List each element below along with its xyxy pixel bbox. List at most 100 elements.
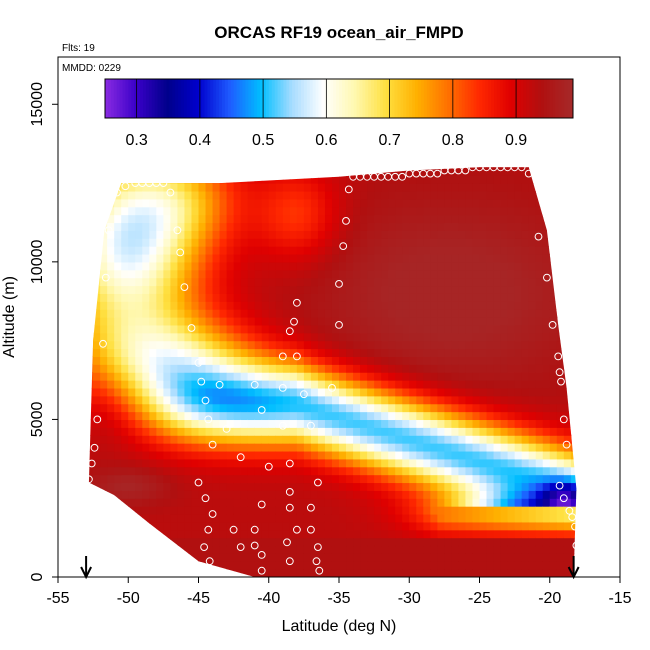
heatmap-cell [205,301,214,310]
heatmap-cell [324,206,333,216]
heatmap-cell [191,348,200,357]
heatmap-cell [493,332,502,342]
heatmap-cell [578,152,586,160]
heatmap-cell [388,238,396,247]
heatmap-cell [233,348,242,357]
heatmap-cell [465,277,474,287]
heatmap-cell [360,569,368,578]
heatmap-cell [458,553,467,562]
heatmap-cell [500,411,509,421]
heatmap-cell [465,372,474,381]
heatmap-cell [79,349,87,357]
heatmap-cell [458,450,467,460]
heatmap-cell [233,466,242,476]
heatmap-cell [479,246,488,255]
heatmap-cell [233,222,242,231]
heatmap-cell [177,309,186,318]
heatmap-cell [528,561,537,570]
heatmap-cell [578,475,586,483]
heatmap-cell [219,506,228,515]
heatmap-cell [563,474,572,484]
heatmap-cell [107,569,115,578]
x-tick-label: -25 [468,590,491,607]
heatmap-cell [233,458,242,468]
heatmap-cell [254,356,263,365]
heatmap-cell [331,222,340,231]
heatmap-cell [121,513,129,523]
heatmap-cell [170,222,179,231]
heatmap-cell [93,537,101,547]
heatmap-cell [198,309,207,318]
heatmap-cell [324,175,333,184]
colorbar-segment [417,79,422,118]
heatmap-cell [184,474,193,484]
heatmap-cell [170,387,179,397]
heatmap-cell [472,253,481,263]
heatmap-cell [444,513,452,523]
heatmap-cell [542,175,551,184]
heatmap-cell [226,387,235,397]
heatmap-cell [514,309,523,318]
heatmap-cell [184,230,193,239]
heatmap-cell [508,152,516,160]
heatmap-cell [535,222,544,231]
heatmap-cell [261,253,270,263]
heatmap-cell [107,403,115,413]
colorbar-segment [224,79,229,118]
heatmap-cell [437,348,445,357]
heatmap-cell [331,506,340,515]
heatmap-cell [353,293,361,302]
heatmap-cell [563,545,572,554]
heatmap-cell [156,198,164,208]
heatmap-cell [374,569,382,578]
heatmap-cell [184,261,193,271]
heatmap-cell [542,387,551,397]
heatmap-cell [535,521,544,531]
heatmap-cell [324,253,333,263]
heatmap-cell [353,277,361,287]
heatmap-cell [268,277,277,287]
heatmap-cell [317,317,326,326]
heatmap-cell [346,387,354,397]
heatmap-cell [324,427,333,436]
sample-point [187,324,196,332]
heatmap-cell [388,152,396,160]
heatmap-cell [135,230,143,239]
heatmap-cell [479,238,488,247]
heatmap-cell [563,380,572,389]
heatmap-cell [324,285,333,294]
heatmap-cell [367,537,375,547]
heatmap-cell [282,301,291,310]
heatmap-cell [493,269,502,279]
heatmap-cell [107,348,115,357]
heatmap-cell [465,293,474,302]
heatmap-cell [542,537,551,547]
heatmap-cell [563,569,572,578]
heatmap-cell [570,356,577,365]
heatmap-cell [465,317,474,326]
heatmap-cell [437,175,445,184]
heatmap-cell [521,348,530,357]
heatmap-cell [521,246,530,255]
heatmap-cell [507,238,516,247]
heatmap-cell [268,403,277,413]
heatmap-cell [430,246,438,255]
heatmap-cell [289,403,298,413]
heatmap-cell [472,152,480,160]
heatmap-cell [107,277,115,287]
heatmap-cell [444,419,452,428]
heatmap-cell [402,222,410,231]
heatmap-cell [346,261,354,271]
heatmap-cell [310,458,319,468]
heatmap-cell [114,167,122,176]
heatmap-cell [381,152,389,160]
heatmap-cell [100,206,108,216]
heatmap-cell [486,411,495,421]
heatmap-cell [212,458,221,468]
heatmap-cell [381,301,389,310]
heatmap-cell [156,443,164,452]
heatmap-cell [170,214,179,224]
heatmap-cell [528,458,537,468]
heatmap-cell [88,253,94,263]
heatmap-cell [535,387,544,397]
